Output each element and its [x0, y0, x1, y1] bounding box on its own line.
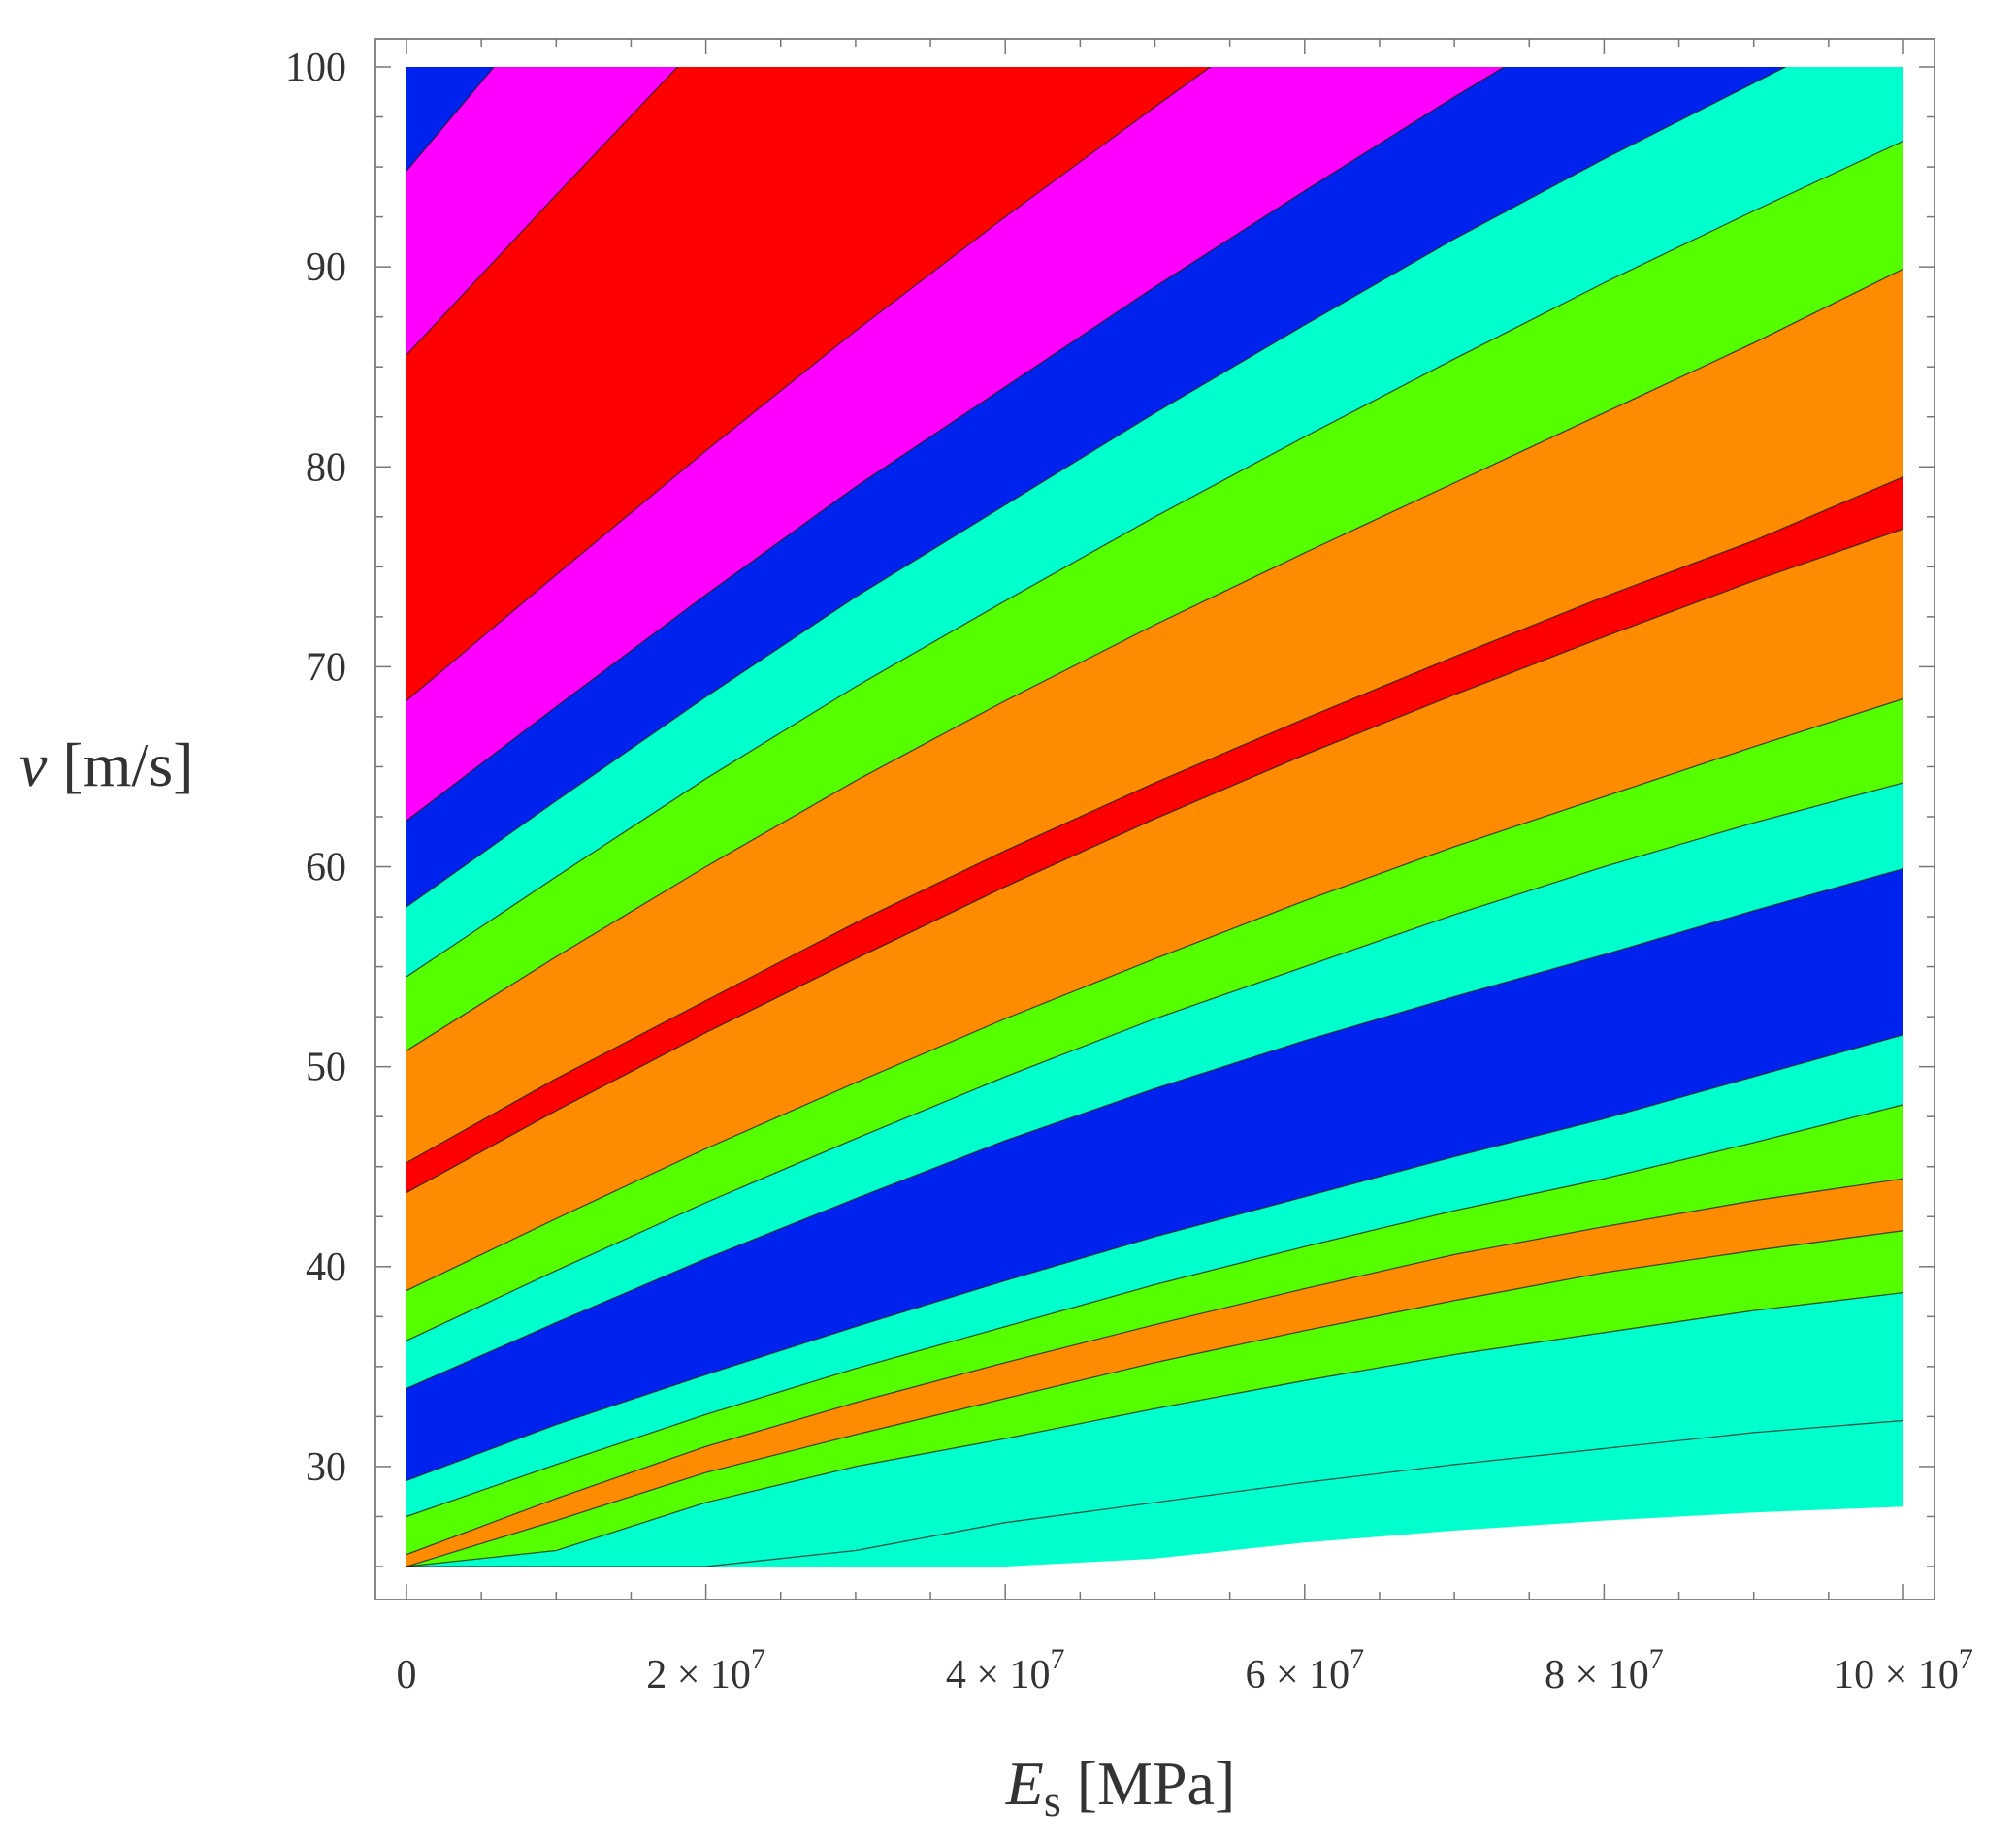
- x-tick-mantissa: 8 × 10: [1545, 1653, 1649, 1697]
- x-tick-label: 8 × 107: [1545, 1643, 1664, 1697]
- contour-band-17: [406, 67, 678, 355]
- x-tick-exponent: 7: [1649, 1643, 1664, 1675]
- contour-band-13: [406, 67, 1903, 977]
- y-tick-label: 30: [306, 1445, 346, 1490]
- contour-band-4: [406, 1104, 1903, 1555]
- contour-line-6: [406, 1034, 1903, 1482]
- contour-line-15: [406, 67, 1506, 822]
- x-tick-mantissa: 6 × 10: [1245, 1653, 1349, 1697]
- contour-band-16: [406, 67, 1211, 701]
- y-tick-label: 70: [306, 645, 346, 690]
- y-tick-label: 50: [306, 1046, 346, 1090]
- contour-line-1: [406, 1419, 1903, 1567]
- contour-band-11: [406, 269, 1903, 1163]
- x-tick-exponent: 7: [751, 1643, 765, 1675]
- contour-line-4: [406, 1178, 1903, 1556]
- contour-band-2: [406, 1230, 1903, 1567]
- y-tick-label: 40: [306, 1245, 346, 1290]
- contour-line-14: [406, 67, 1787, 908]
- y-axis-unit: [m/s]: [47, 730, 193, 799]
- contour-band-1: [406, 1292, 1903, 1567]
- y-tick-labels: 30 40 50 60 70 80 90 100: [285, 46, 346, 1490]
- x-tick-label: 2 × 107: [646, 1643, 765, 1697]
- x-tick-label: 4 × 107: [946, 1643, 1065, 1697]
- contour-band-10: [406, 476, 1903, 1193]
- y-tick-label: 60: [306, 846, 346, 890]
- contour-line-17: [406, 67, 679, 356]
- x-tick-mantissa: 4 × 10: [946, 1653, 1051, 1697]
- frame-ticks: [375, 39, 1935, 1600]
- contour-line-5: [406, 1104, 1903, 1518]
- y-axis-symbol: v: [19, 730, 48, 799]
- contour-band-6: [406, 868, 1903, 1481]
- x-tick-label: 10 × 107: [1834, 1643, 1973, 1697]
- contour-line-8: [406, 782, 1903, 1341]
- x-tick-label: 0: [397, 1653, 417, 1697]
- x-axis-title: Es [MPa]: [1005, 1749, 1236, 1826]
- contour-line-9: [406, 697, 1903, 1292]
- contour-line-12: [406, 268, 1903, 1051]
- x-axis-subscript: s: [1044, 1776, 1061, 1826]
- contour-line-13: [406, 140, 1903, 978]
- contour-line-10: [406, 528, 1903, 1194]
- contour-line-2: [406, 1291, 1903, 1567]
- x-axis-symbol: E: [1005, 1749, 1044, 1818]
- y-tick-label: 90: [306, 245, 346, 290]
- x-tick-exponent: 7: [1349, 1643, 1364, 1675]
- y-tick-label: 80: [306, 445, 346, 490]
- contour-line-7: [406, 867, 1903, 1390]
- x-axis-unit: [MPa]: [1061, 1749, 1236, 1818]
- x-tick-mantissa: 2 × 10: [646, 1653, 751, 1697]
- x-tick-exponent: 7: [1051, 1643, 1065, 1675]
- contour-line-3: [406, 1230, 1903, 1567]
- contour-band-5: [406, 1034, 1903, 1517]
- contour-lines: [406, 67, 1903, 1567]
- x-tick-mantissa: 0: [397, 1653, 417, 1697]
- x-tick-exponent: 7: [1959, 1643, 1973, 1675]
- contour-line-11: [406, 476, 1903, 1164]
- y-tick-label: 100: [285, 46, 346, 90]
- contour-band-9: [406, 529, 1903, 1291]
- y-axis-title: v [m/s]: [19, 730, 194, 799]
- contour-line-16: [406, 67, 1212, 701]
- contour-band-8: [406, 698, 1903, 1341]
- x-tick-mantissa: 10 × 10: [1834, 1653, 1959, 1697]
- x-tick-label: 6 × 107: [1245, 1643, 1364, 1697]
- contour-band-3: [406, 1179, 1903, 1567]
- contour-band-7: [406, 783, 1903, 1389]
